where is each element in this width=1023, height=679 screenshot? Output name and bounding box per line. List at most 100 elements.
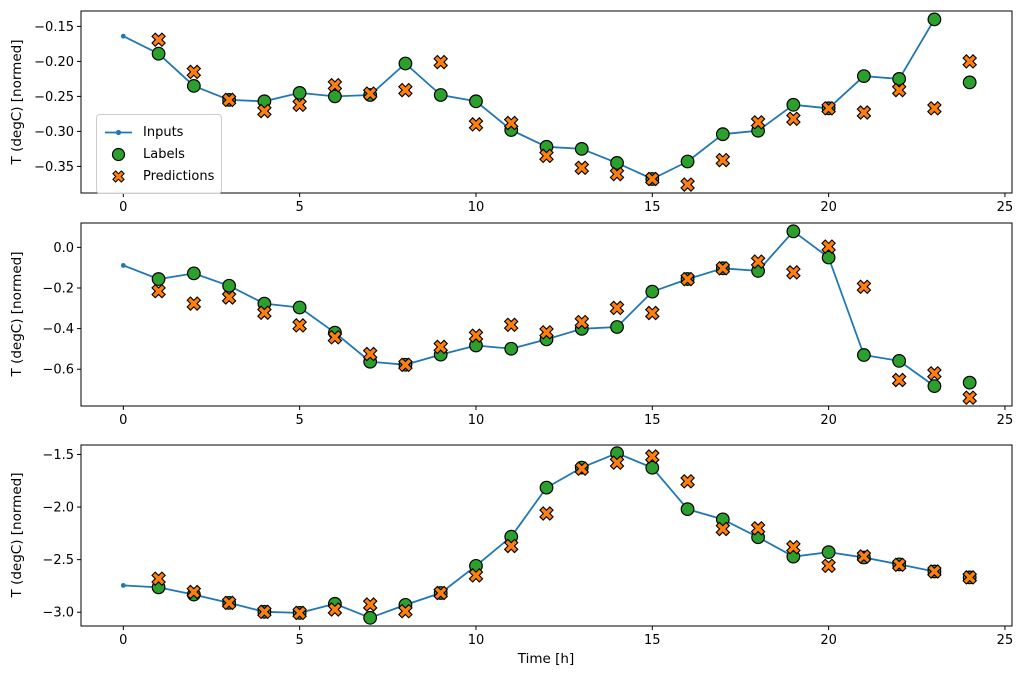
inputs-line [122, 18, 936, 180]
predictions-marker [221, 290, 237, 305]
labels-marker [398, 56, 413, 71]
predictions-marker [186, 64, 202, 80]
predictions-marker [398, 603, 413, 619]
labels-marker [539, 480, 554, 495]
x-tick-label: 20 [820, 200, 837, 215]
predictions-marker [750, 520, 766, 536]
predictions-marker [186, 584, 202, 600]
predictions-marker [891, 372, 907, 388]
y-tick-label: −0.30 [34, 125, 74, 140]
subplot-1-frame [80, 10, 1013, 194]
predictions-marker [151, 283, 166, 299]
y-axis-label-subplot-3: T (degC) [normed] [9, 472, 25, 598]
labels-marker [469, 94, 483, 109]
labels-marker [856, 69, 871, 83]
y-tick-label: −0.2 [42, 281, 74, 296]
x-tick-label: 15 [644, 413, 661, 428]
x-tick-label: 0 [119, 413, 127, 428]
labels-marker [821, 250, 836, 265]
labels-marker [186, 78, 201, 93]
predictions-marker [680, 177, 695, 192]
legend: Inputs Labels Predictions [96, 114, 222, 194]
labels-marker [645, 460, 660, 475]
legend-item-label: Predictions [143, 168, 215, 184]
y-tick-label: −1.5 [42, 448, 74, 463]
x-tick-label: 0 [119, 633, 127, 648]
x-tick-label: 15 [644, 200, 661, 215]
predictions-marker [927, 564, 942, 579]
predictions-marker [927, 100, 942, 116]
predictions-marker [786, 265, 801, 280]
subplot-2-frame [80, 222, 1013, 407]
x-tick-label: 20 [820, 633, 837, 648]
labels-marker [892, 354, 907, 368]
predictions-marker [398, 82, 413, 98]
predictions-marker [468, 328, 484, 344]
labels-marker [927, 12, 942, 27]
predictions-marker [433, 585, 449, 601]
x-tick-label: 0 [119, 200, 127, 215]
subplot-3-frame [80, 444, 1013, 627]
y-axis-label-subplot-2: T (degC) [normed] [9, 251, 25, 377]
predictions-marker [574, 314, 590, 330]
predictions-marker [186, 296, 202, 311]
inputs-line-with-dot-icon [105, 129, 132, 135]
labels-marker [821, 545, 836, 560]
labels-marker [856, 348, 871, 362]
inputs-marker [120, 263, 126, 268]
labels-marker [328, 89, 342, 104]
y-tick-label: −0.15 [34, 20, 74, 35]
x-tick-label: 5 [296, 413, 304, 428]
labels-marker [927, 379, 942, 393]
x-tick-label: 25 [997, 633, 1014, 648]
y-axis-label-subplot-1: T (degC) [normed] [9, 39, 25, 165]
x-tick-label: 10 [468, 413, 485, 428]
predictions-marker [609, 166, 625, 182]
predictions-marker [609, 300, 625, 316]
predictions-marker [292, 318, 307, 333]
predictions-marker [362, 86, 378, 101]
predictions-marker [680, 473, 695, 489]
predictions-marker [786, 111, 801, 127]
labels-marker [645, 284, 660, 299]
predictions-marker [821, 558, 836, 574]
x-tick-label: 10 [468, 200, 485, 215]
predictions-marker [962, 570, 978, 585]
predictions-marker [574, 160, 590, 176]
labels-marker [292, 300, 307, 315]
predictions-marker [221, 92, 237, 108]
y-tick-label: −0.25 [34, 90, 74, 105]
predictions-marker [539, 506, 554, 521]
predictions-marker [644, 305, 660, 321]
x-tick-label: 15 [644, 633, 661, 648]
predictions-marker [962, 54, 978, 69]
labels-marker [786, 224, 801, 239]
legend-item-label: Inputs [143, 124, 184, 140]
labels-marker [222, 278, 237, 293]
predictions-marker [221, 595, 237, 611]
y-tick-label: −0.6 [42, 363, 74, 378]
y-tick-label: −0.35 [34, 160, 74, 175]
predictions-marker [856, 549, 872, 564]
predictions-marker [856, 279, 872, 295]
predictions-marker [468, 117, 484, 132]
inputs-marker [120, 583, 126, 588]
labels-marker [504, 341, 519, 356]
labels-marker [363, 610, 378, 625]
predictions-marker [821, 100, 836, 116]
labels-marker [680, 502, 695, 517]
predictions-marker [539, 324, 554, 340]
labels-marker [962, 75, 977, 90]
x-tick-label: 5 [296, 633, 304, 648]
predictions-marker [856, 105, 872, 120]
labels-marker [574, 141, 589, 156]
labels-marker [610, 155, 624, 170]
inputs-line [122, 230, 936, 388]
predictions-marker [715, 260, 731, 276]
y-tick-label: −2.0 [42, 501, 74, 516]
labels-marker [680, 154, 695, 169]
y-tick-label: −3.0 [42, 606, 74, 621]
predictions-marker [362, 346, 378, 362]
predictions-marker [786, 539, 801, 555]
